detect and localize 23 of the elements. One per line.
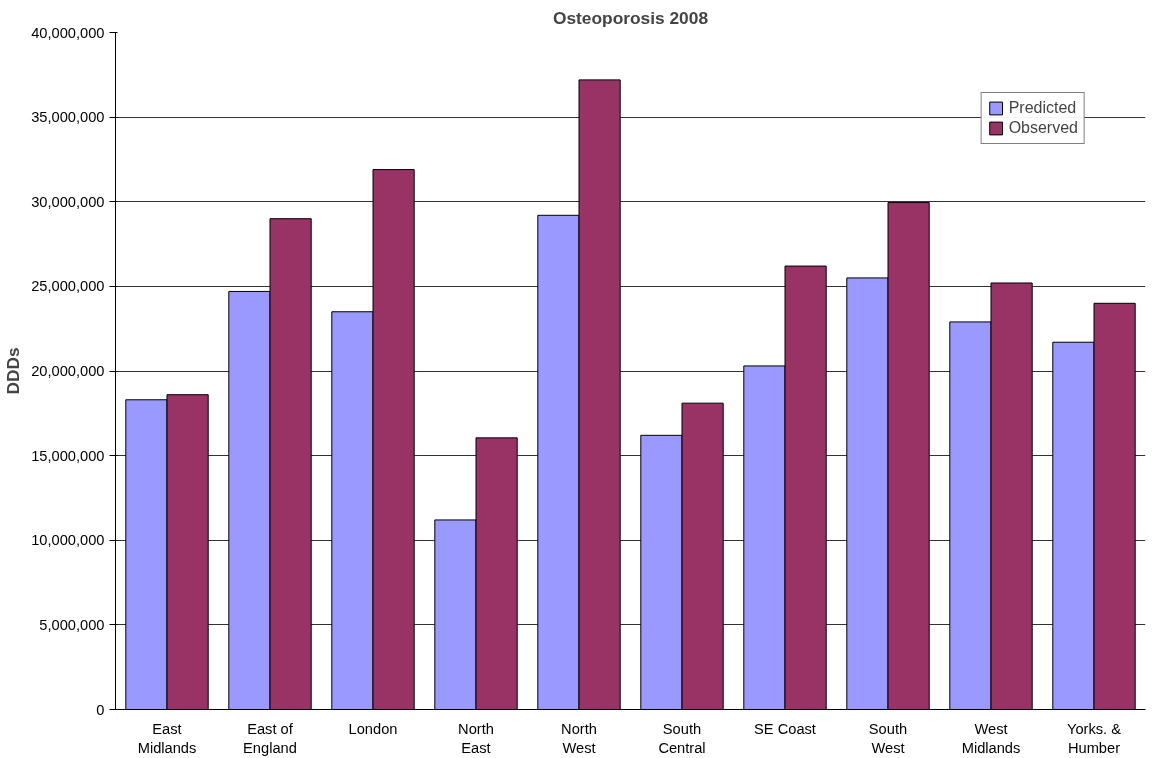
x-tick-label: London: [348, 720, 398, 737]
chart-title: Osteoporosis 2008: [552, 7, 709, 28]
y-axis-title: DDDs: [3, 347, 24, 395]
x-tick-label: West Midlands: [961, 720, 1021, 756]
x-tick-label: East of England: [243, 720, 297, 756]
y-tick-label: 20,000,000: [31, 363, 105, 379]
x-tick-label: South Central: [658, 720, 706, 756]
x-tick-label: North East: [458, 720, 494, 756]
y-tick-label: 10,000,000: [31, 532, 105, 549]
legend-label: Predicted: [1008, 99, 1077, 117]
y-tick-label: 5,000,000: [39, 616, 105, 633]
x-tick-label: North West: [561, 720, 597, 756]
y-tick-label: 40,000,000: [31, 24, 105, 41]
x-tick-label: Yorks. & Humber: [1066, 720, 1122, 756]
y-tick-label: 0: [96, 701, 105, 718]
legend-label: Observed: [1008, 119, 1078, 137]
y-tick-label: 35,000,000: [31, 109, 105, 126]
x-tick-label: South West: [868, 720, 908, 756]
x-tick-label: East Midlands: [137, 720, 197, 756]
y-tick-label: 30,000,000: [31, 193, 105, 210]
y-tick-label: 15,000,000: [31, 447, 105, 464]
x-tick-label: SE Coast: [754, 720, 816, 737]
y-tick-label: 25,000,000: [31, 278, 105, 295]
